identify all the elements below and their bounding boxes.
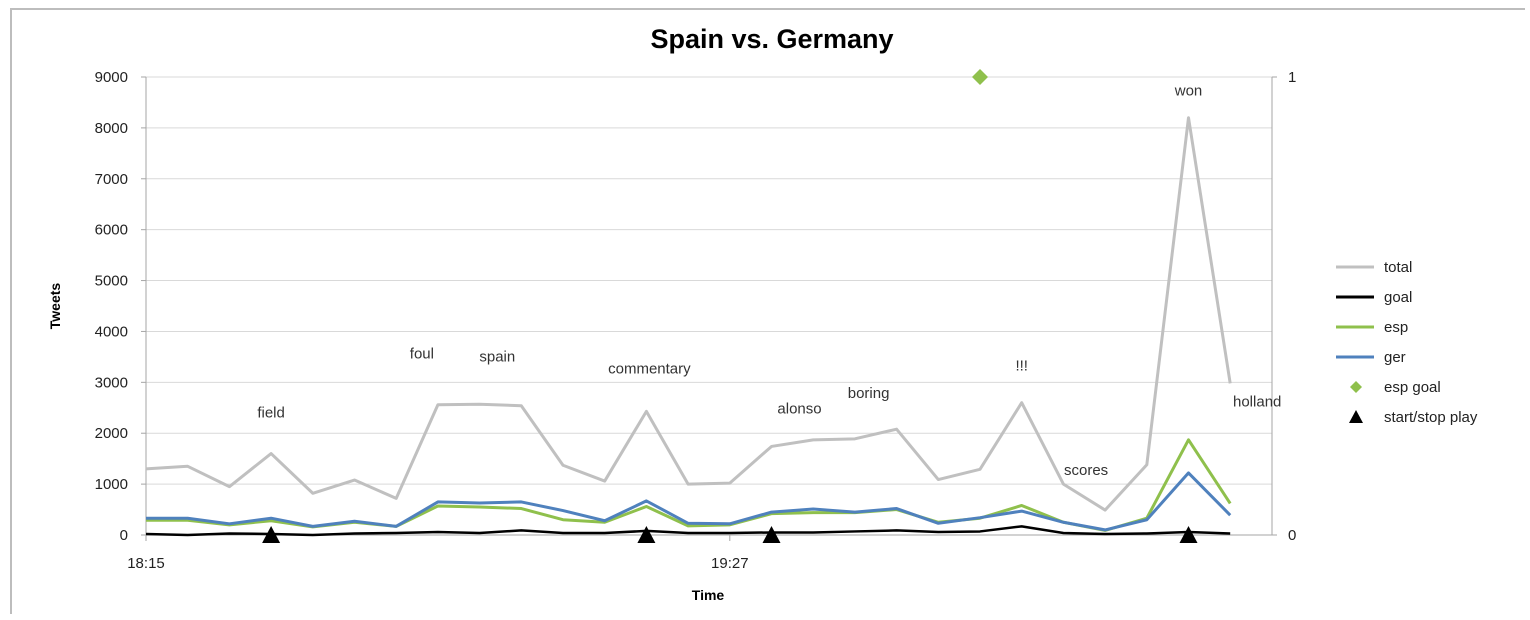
annotation-label: field	[257, 405, 285, 422]
y-tick-label: 0	[120, 527, 128, 544]
y-tick-label: 5000	[95, 273, 128, 290]
chart-frame	[10, 8, 1525, 614]
legend-swatch-start-stop-play	[1349, 410, 1363, 423]
y-tick-label: 3000	[95, 374, 128, 391]
x-tick-label: 18:15	[127, 555, 165, 572]
legend-label-esp: esp	[1384, 319, 1408, 336]
legend-label-total: total	[1384, 259, 1412, 276]
annotation-label: alonso	[777, 400, 821, 417]
annotation-label: spain	[479, 349, 515, 366]
start-stop-play-marker	[637, 526, 656, 543]
chart-title: Spain vs. Germany	[650, 24, 893, 54]
legend-swatch-esp-goal	[1350, 381, 1362, 393]
y-axis-label: Tweets	[47, 283, 63, 330]
annotations: field foul spain commentary alonso boring!!! s…	[257, 83, 1281, 479]
annotation-label: commentary	[608, 360, 691, 377]
y-tick-label: 7000	[95, 171, 128, 188]
start-stop-play-marker	[262, 526, 281, 543]
annotation-label: holland	[1233, 393, 1281, 410]
x-tick-label: 19:27	[711, 555, 749, 572]
y-tick-label: 2000	[95, 425, 128, 442]
y2-axis-ticks: 01	[1288, 69, 1296, 544]
y-tick-label: 8000	[95, 120, 128, 137]
y2-tick-label: 1	[1288, 69, 1296, 86]
legend-label-marker: start/stop play	[1384, 409, 1478, 426]
esp-goal-marker	[972, 69, 988, 85]
start-stop-play-marker	[762, 526, 781, 543]
legend-label-ger: ger	[1384, 349, 1406, 366]
legend: total goal esp ger esp goal start/stop play	[1336, 259, 1478, 426]
annotation-label: !!!	[1015, 358, 1028, 375]
x-axis-label: Time	[692, 587, 725, 603]
y-tick-label: 9000	[95, 69, 128, 86]
annotation-label: foul	[410, 346, 434, 363]
y2-tick-label: 0	[1288, 527, 1296, 544]
annotation-label: boring	[848, 385, 890, 402]
gridlines	[146, 76, 1272, 485]
markers	[262, 69, 1198, 543]
y-tick-label: 1000	[95, 476, 128, 493]
series-total-line	[145, 116, 1232, 512]
y-tick-label: 6000	[95, 222, 128, 239]
x-axis-ticks: 18:15 19:27	[127, 555, 748, 572]
annotation-label: scores	[1064, 462, 1108, 479]
legend-label-goal: goal	[1384, 289, 1412, 306]
legend-label-marker: esp goal	[1384, 379, 1441, 396]
start-stop-play-marker	[1179, 526, 1198, 543]
y-axis-ticks: 0 1000 2000 3000 4000 5000 6000 7000 8000 9000	[95, 69, 128, 544]
annotation-label: won	[1174, 83, 1203, 100]
series-ger-line	[146, 471, 1232, 532]
series-lines	[145, 116, 1232, 537]
series-goal-line	[145, 525, 1231, 537]
y-tick-label: 4000	[95, 323, 128, 340]
